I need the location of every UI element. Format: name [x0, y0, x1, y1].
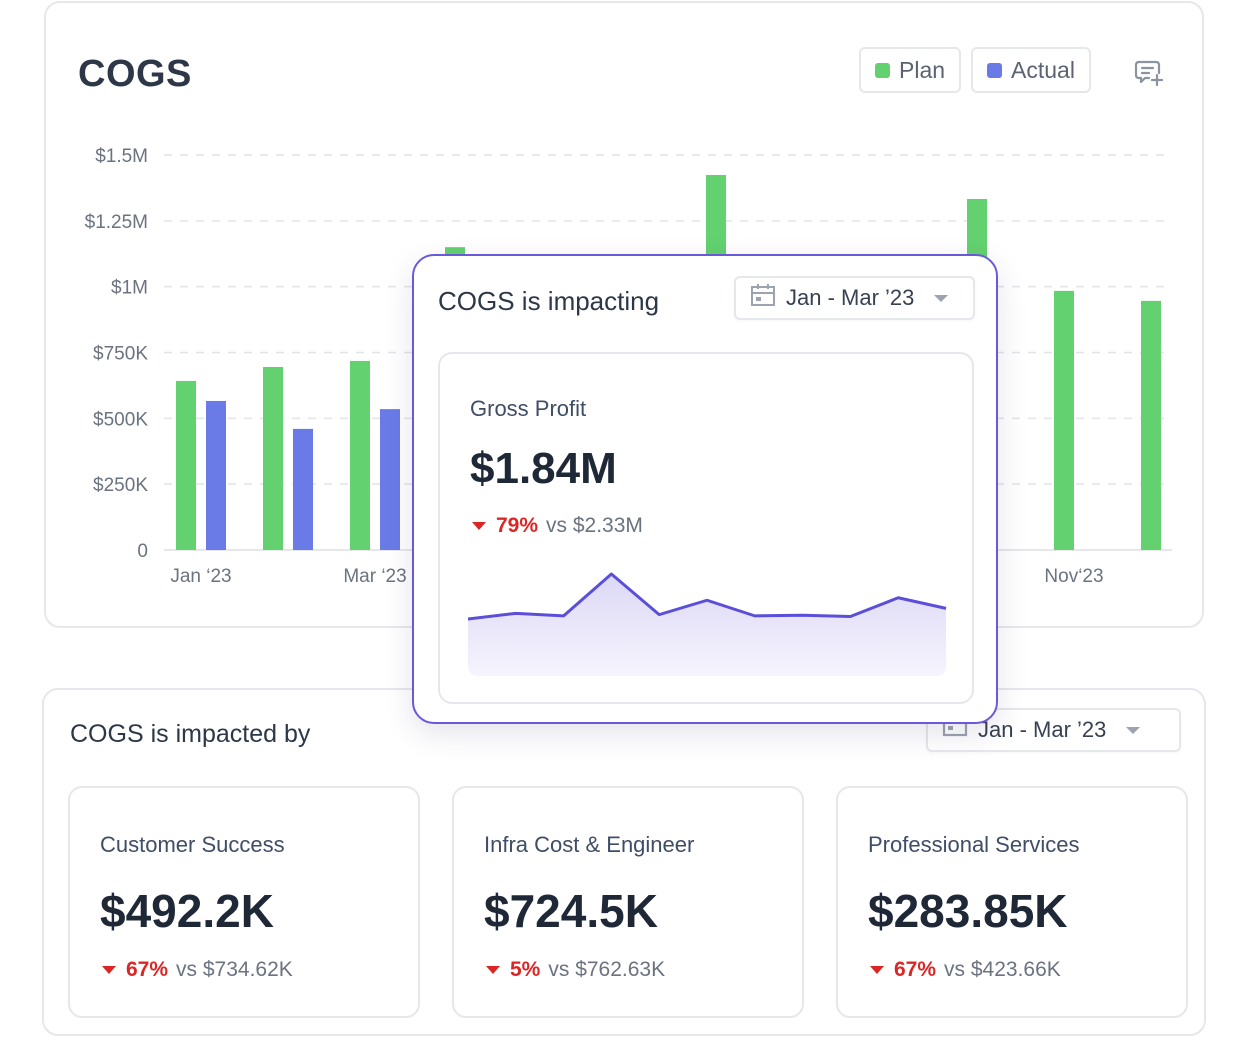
x-tick-label: Nov‘23 — [1044, 566, 1103, 587]
legend-plan-toggle[interactable]: Plan — [859, 47, 962, 93]
popup-date-range-select[interactable]: Jan - Mar ’23 — [734, 276, 975, 320]
impact-card-label: Customer Success — [100, 832, 285, 857]
bar-plan — [350, 360, 370, 550]
y-tick-label: $1.25M — [85, 212, 148, 233]
chevron-down-icon — [934, 294, 949, 302]
gross-profit-value: $1.84M — [470, 444, 617, 493]
gross-profit-label: Gross Profit — [470, 396, 587, 421]
y-tick-label: $750K — [93, 344, 148, 365]
y-tick-label: $500K — [93, 409, 148, 430]
legend-actual-toggle[interactable]: Actual — [971, 47, 1091, 93]
plan-swatch — [875, 62, 890, 78]
impact-card-professional-services[interactable]: Professional Services $283.85K 67% vs $4… — [836, 786, 1188, 1018]
delta-comparison: vs $734.62K — [176, 958, 293, 981]
impact-card-label: Infra Cost & Engineer — [484, 832, 695, 857]
impact-card-delta: 67% vs $423.66K — [870, 958, 1061, 982]
y-tick-label: 0 — [137, 541, 148, 562]
bar-plan — [176, 380, 196, 550]
bar-actual — [293, 428, 313, 550]
impacted-title: COGS is impacted by — [70, 720, 311, 748]
impact-card-infra-cost[interactable]: Infra Cost & Engineer $724.5K 5% vs $762… — [452, 786, 804, 1018]
y-tick-label: $1M — [111, 278, 148, 299]
delta-comparison: vs $2.33M — [546, 514, 643, 537]
delta-percent: 79% — [496, 514, 539, 537]
delta-comparison: vs $423.66K — [944, 958, 1061, 981]
impact-card-label: Professional Services — [868, 832, 1080, 857]
chevron-down-icon — [1126, 726, 1141, 734]
comment-add-icon[interactable] — [1134, 59, 1164, 92]
y-tick-label: $250K — [93, 475, 148, 496]
delta-percent: 5% — [510, 958, 541, 981]
bar-plan — [1141, 300, 1161, 550]
down-arrow-icon — [472, 522, 486, 530]
impact-card-value: $283.85K — [868, 885, 1068, 937]
impact-card-customer-success[interactable]: Customer Success $492.2K 67% vs $734.62K — [68, 786, 420, 1018]
page-title: COGS — [78, 53, 192, 95]
delta-percent: 67% — [126, 958, 169, 981]
impact-card-delta: 5% vs $762.63K — [486, 958, 665, 982]
delta-percent: 67% — [894, 958, 937, 981]
x-tick-label: Mar ‘23 — [343, 566, 406, 587]
bar-plan — [1054, 290, 1074, 550]
legend-plan-label: Plan — [899, 56, 946, 83]
impacted-by-card: COGS is impacted by Jan - Mar ’23 Custom… — [42, 688, 1206, 1036]
delta-comparison: vs $762.63K — [548, 958, 666, 981]
gross-profit-card[interactable]: Gross Profit $1.84M 79% vs $2.33M — [438, 352, 974, 704]
impacted-date-range-label: Jan - Mar ’23 — [978, 717, 1107, 742]
down-arrow-icon — [486, 966, 500, 974]
y-tick-label: $1.5M — [95, 146, 148, 167]
sparkline-line — [468, 572, 947, 621]
bar-plan — [263, 366, 283, 550]
impact-card-delta: 67% vs $734.62K — [102, 958, 293, 982]
impact-card-value: $492.2K — [100, 885, 274, 937]
bar-actual — [206, 400, 226, 550]
x-tick-label: Jan ‘23 — [170, 566, 231, 587]
popup-date-range-label: Jan - Mar ’23 — [786, 285, 915, 310]
legend-actual-label: Actual — [1011, 56, 1075, 83]
bar-actual — [380, 409, 400, 550]
gross-profit-sparkline — [468, 572, 947, 676]
actual-swatch — [987, 62, 1002, 78]
cogs-impacting-popup: COGS is impacting Jan - Mar ’23 Gross Pr… — [412, 254, 998, 724]
down-arrow-icon — [870, 966, 884, 974]
impact-card-value: $724.5K — [484, 885, 658, 937]
sparkline-area — [468, 574, 946, 676]
calendar-icon — [750, 283, 776, 313]
down-arrow-icon — [102, 966, 116, 974]
gross-profit-delta: 79% vs $2.33M — [472, 514, 643, 538]
popup-title: COGS is impacting — [438, 286, 660, 316]
